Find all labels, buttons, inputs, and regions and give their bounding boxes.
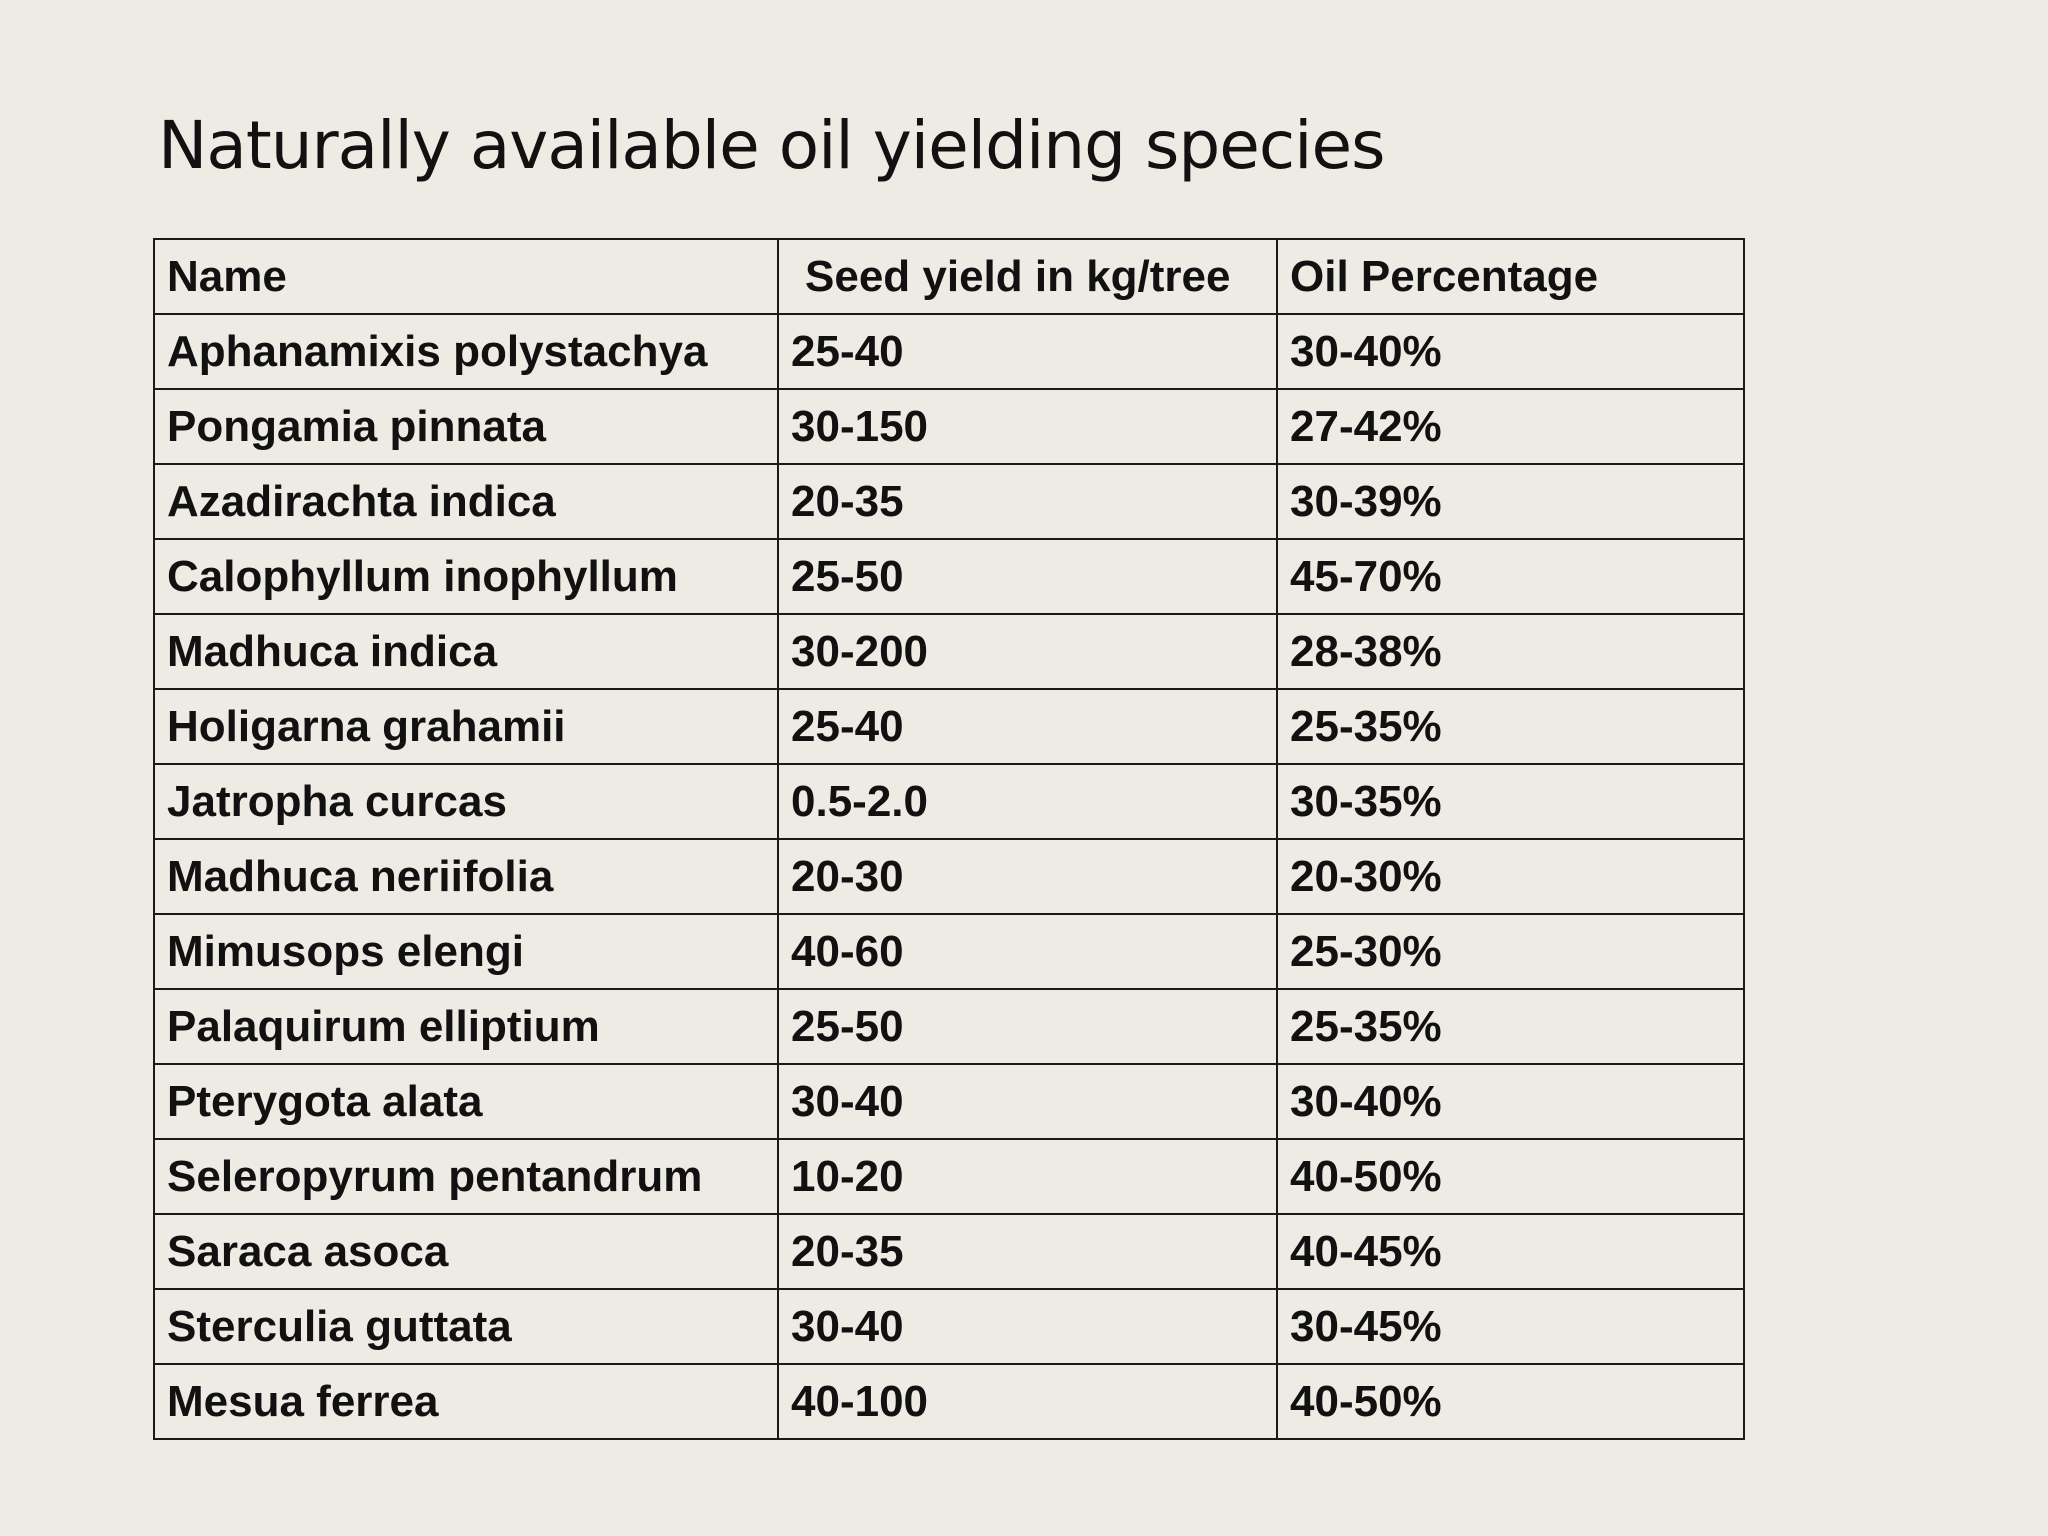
table-row: Mesua ferrea 40-100 40-50% (153, 1363, 1745, 1440)
table-row: Azadirachta indica 20-35 30-39% (153, 463, 1745, 540)
species-name-cell: Sterculia guttata (153, 1288, 779, 1365)
seed-yield-cell: 25-50 (777, 538, 1278, 615)
oil-percentage-cell: 25-35% (1276, 688, 1745, 765)
seed-yield-cell: 25-40 (777, 688, 1278, 765)
oil-percentage-cell: 40-50% (1276, 1138, 1745, 1215)
seed-yield-cell: 25-40 (777, 313, 1278, 390)
table-row: Pterygota alata 30-40 30-40% (153, 1063, 1745, 1140)
species-name-cell: Pterygota alata (153, 1063, 779, 1140)
oil-percentage-cell: 25-35% (1276, 988, 1745, 1065)
oil-percentage-cell: 30-39% (1276, 463, 1745, 540)
seed-yield-cell: 30-150 (777, 388, 1278, 465)
table-row: Mimusops elengi 40-60 25-30% (153, 913, 1745, 990)
seed-yield-cell: 30-40 (777, 1063, 1278, 1140)
table-row: Seleropyrum pentandrum 10-20 40-50% (153, 1138, 1745, 1215)
species-name-cell: Calophyllum inophyllum (153, 538, 779, 615)
species-name-cell: Jatropha curcas (153, 763, 779, 840)
table-row: Jatropha curcas 0.5-2.0 30-35% (153, 763, 1745, 840)
oil-percentage-cell: 27-42% (1276, 388, 1745, 465)
oil-percentage-cell: 28-38% (1276, 613, 1745, 690)
oil-percentage-cell: 25-30% (1276, 913, 1745, 990)
oil-percentage-cell: 30-45% (1276, 1288, 1745, 1365)
oil-percentage-cell: 40-45% (1276, 1213, 1745, 1290)
seed-yield-cell: 30-40 (777, 1288, 1278, 1365)
seed-yield-cell: 20-35 (777, 463, 1278, 540)
species-name-cell: Saraca asoca (153, 1213, 779, 1290)
species-name-cell: Holigarna grahamii (153, 688, 779, 765)
table-header-row: Name Seed yield in kg/tree Oil Percentag… (153, 238, 1745, 315)
table-row: Madhuca indica 30-200 28-38% (153, 613, 1745, 690)
seed-yield-cell: 20-30 (777, 838, 1278, 915)
header-name: Name (153, 238, 779, 315)
seed-yield-cell: 30-200 (777, 613, 1278, 690)
species-name-cell: Mesua ferrea (153, 1363, 779, 1440)
oil-percentage-cell: 30-40% (1276, 313, 1745, 390)
table-row: Sterculia guttata 30-40 30-45% (153, 1288, 1745, 1365)
table-row: Saraca asoca 20-35 40-45% (153, 1213, 1745, 1290)
header-seed-yield: Seed yield in kg/tree (777, 238, 1278, 315)
oil-percentage-cell: 30-35% (1276, 763, 1745, 840)
table-row: Palaquirum elliptium 25-50 25-35% (153, 988, 1745, 1065)
seed-yield-cell: 40-60 (777, 913, 1278, 990)
slide-title: Naturally available oil yielding species (158, 107, 1386, 184)
species-name-cell: Madhuca neriifolia (153, 838, 779, 915)
species-name-cell: Azadirachta indica (153, 463, 779, 540)
header-oil-percentage: Oil Percentage (1276, 238, 1745, 315)
species-name-cell: Aphanamixis polystachya (153, 313, 779, 390)
table-row: Calophyllum inophyllum 25-50 45-70% (153, 538, 1745, 615)
table-row: Madhuca neriifolia 20-30 20-30% (153, 838, 1745, 915)
table-row: Holigarna grahamii 25-40 25-35% (153, 688, 1745, 765)
table-body: Aphanamixis polystachya 25-40 30-40% Pongam… (153, 313, 1745, 1440)
oil-percentage-cell: 30-40% (1276, 1063, 1745, 1140)
seed-yield-cell: 20-35 (777, 1213, 1278, 1290)
species-table: Name Seed yield in kg/tree Oil Percentag… (153, 238, 1745, 1440)
seed-yield-cell: 25-50 (777, 988, 1278, 1065)
seed-yield-cell: 10-20 (777, 1138, 1278, 1215)
species-name-cell: Seleropyrum pentandrum (153, 1138, 779, 1215)
species-name-cell: Palaquirum elliptium (153, 988, 779, 1065)
species-name-cell: Mimusops elengi (153, 913, 779, 990)
table-row: Aphanamixis polystachya 25-40 30-40% (153, 313, 1745, 390)
species-name-cell: Pongamia pinnata (153, 388, 779, 465)
seed-yield-cell: 0.5-2.0 (777, 763, 1278, 840)
seed-yield-cell: 40-100 (777, 1363, 1278, 1440)
species-name-cell: Madhuca indica (153, 613, 779, 690)
oil-percentage-cell: 40-50% (1276, 1363, 1745, 1440)
table-row: Pongamia pinnata 30-150 27-42% (153, 388, 1745, 465)
oil-percentage-cell: 20-30% (1276, 838, 1745, 915)
oil-percentage-cell: 45-70% (1276, 538, 1745, 615)
